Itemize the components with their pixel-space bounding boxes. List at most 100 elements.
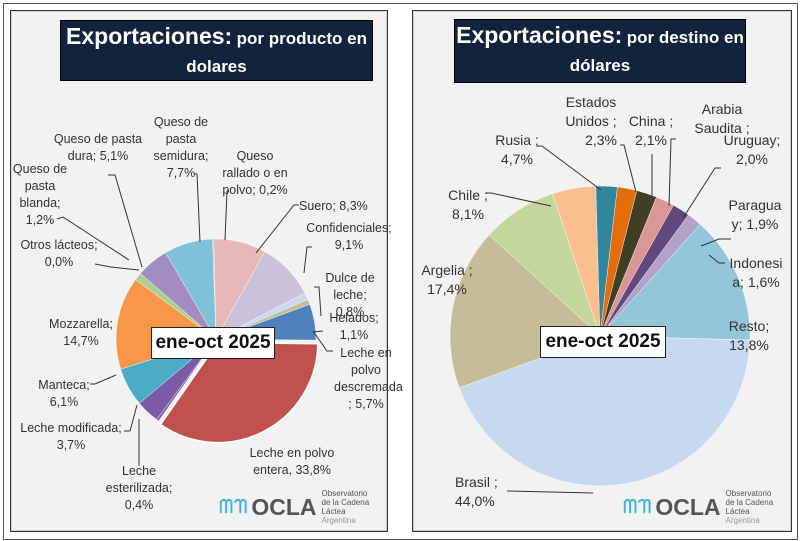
label-line: 7,7% <box>166 166 196 180</box>
title-line2: dólares <box>569 56 631 75</box>
leader-line-manteca <box>90 374 117 385</box>
leader-line-helados <box>312 330 324 333</box>
label-line: Arabia <box>701 101 743 117</box>
title-main: Exportaciones: <box>456 22 623 48</box>
label-line: Queso <box>236 149 274 163</box>
data-label-helados: Helados; 1,1% <box>324 310 384 344</box>
label-line: Queso de <box>153 115 209 129</box>
period-label-destination: ene-oct 2025 <box>540 326 666 358</box>
label-line: China ; <box>628 113 674 129</box>
data-label-dulce: Dulce de leche; 0,8% <box>308 270 392 321</box>
ocla-subtitle: Observatorio de la Cadena Láctea Argenti… <box>726 489 791 525</box>
data-label-suero: Suero; 8,3% <box>299 198 379 215</box>
label-line: Resto; <box>728 318 770 334</box>
data-label-argelia: Argelia ; 17,4% <box>413 261 481 299</box>
leader-line-queso-semidura <box>195 173 201 243</box>
label-line: pasta <box>165 132 197 146</box>
data-label-queso-blanda: Queso de pasta blanda; 1,2% <box>11 161 69 229</box>
data-label-indonesia: Indonesi a; 1,6% <box>725 254 787 292</box>
label-line: Manteca; <box>38 378 90 392</box>
leader-line-queso-rallado <box>224 190 229 241</box>
label-line: 0,8% <box>335 305 365 319</box>
label-line: Estados <box>565 94 617 110</box>
data-label-queso-dura: Queso de pasta dura; 5,1% <box>48 131 148 165</box>
leader-line-confidenciales <box>303 246 312 274</box>
data-label-rusia: Rusia ; 4,7% <box>487 131 547 169</box>
label-line: Confidenciales; <box>306 221 392 235</box>
label-line: esterilizada; <box>105 481 173 495</box>
label-line: descremada <box>334 380 403 394</box>
label-line: Helados; <box>329 311 379 325</box>
leader-line-descremada <box>312 330 333 352</box>
label-line: 14,7% <box>63 334 99 348</box>
data-label-china: China ; 2,1% <box>626 112 676 150</box>
label-line: Suero; 8,3% <box>299 199 368 213</box>
label-line: Mozzarella; <box>49 317 113 331</box>
leader-line-arabia <box>668 138 676 207</box>
label-line: Unidos ; <box>565 113 617 129</box>
leader-line-brasil <box>506 490 594 494</box>
ocla-waves-icon <box>219 498 247 514</box>
title-rest: por producto en <box>236 29 367 48</box>
label-line: Dulce de leche; <box>325 271 375 302</box>
data-label-entera: Leche en polvo entera, 33,8% <box>239 445 345 479</box>
label-line: 2,3% <box>585 132 617 148</box>
title-line2: dolares <box>186 57 247 76</box>
label-line: 3,7% <box>56 438 86 452</box>
label-line: dura; 5,1% <box>67 149 129 163</box>
data-label-otros: Otros lácteos; 0,0% <box>14 237 104 271</box>
pie-slice-leche-en-polvo-entera <box>159 341 319 444</box>
ocla-logo: OCLA Observatorio de la Cadena Láctea Ar… <box>219 489 387 525</box>
data-label-arabia: Arabia Saudita ; <box>687 100 757 138</box>
pie-slice-resto <box>599 224 751 341</box>
label-line: Rusia ; <box>495 132 539 148</box>
panel-by-product: Exportaciones: por producto en dolares Q… <box>10 10 403 532</box>
title-main: Exportaciones: <box>66 23 233 49</box>
label-line: a; 1,6% <box>732 274 780 290</box>
label-line: polvo; 0,2% <box>222 183 288 197</box>
leader-line-rusia <box>537 145 602 191</box>
pie-chart-destination <box>449 138 751 494</box>
label-line: 0,4% <box>124 498 154 512</box>
label-line: Argelia ; <box>421 262 473 278</box>
ocla-wordmark: OCLA <box>251 493 317 520</box>
leader-line-dulce <box>314 286 322 317</box>
leader-line-chile <box>486 192 552 207</box>
label-line: 6,1% <box>49 395 79 409</box>
data-label-brasil: Brasil ; 44,0% <box>455 473 515 511</box>
label-line: Brasil ; <box>455 474 498 490</box>
label-line: 1,2% <box>25 213 55 227</box>
label-line: 1,1% <box>339 328 369 342</box>
data-label-queso-rallado: Queso rallado o en polvo; 0,2% <box>220 148 290 199</box>
ocla-waves-icon <box>623 498 651 514</box>
label-line: ; 5,7% <box>348 397 384 411</box>
data-label-mozzarella: Mozzarella; 14,7% <box>46 316 116 350</box>
logo-line3: Argentina <box>321 516 356 525</box>
label-line: semidura; <box>153 149 209 163</box>
label-line: 9,1% <box>334 238 364 252</box>
ocla-logo: OCLA Observatorio de la Cadena Láctea Ar… <box>623 489 791 525</box>
label-line: y; 1,9% <box>731 216 779 232</box>
logo-line2: de la Cadena Láctea <box>321 498 370 516</box>
label-line: rallado o en <box>222 166 288 180</box>
label-line: 2,1% <box>635 132 667 148</box>
label-line: Queso de <box>12 162 68 176</box>
label-line: 17,4% <box>427 281 467 297</box>
ocla-wordmark: OCLA <box>655 493 721 520</box>
logo-line1: Observatorio <box>725 489 772 498</box>
data-label-uruguay: Uruguay; 2,0% <box>717 131 787 169</box>
data-label-eeuu: Estados Unidos ; 2,3% <box>561 93 621 150</box>
data-label-descremada: Leche en polvo descremada ; 5,7% <box>334 345 403 413</box>
label-line: blanda; <box>19 196 61 210</box>
logo-line2: de la Cadena Láctea <box>725 498 774 516</box>
label-line: pasta <box>24 179 56 193</box>
label-line: entera, 33,8% <box>253 463 331 477</box>
label-line: Leche en polvo <box>249 446 335 460</box>
data-label-resto: Resto; 13,8% <box>718 317 780 355</box>
leader-line-suero <box>255 204 299 254</box>
label-line: 44,0% <box>455 493 495 509</box>
data-label-esterilizada: Leche esterilizada; 0,4% <box>101 463 177 514</box>
leader-line-indonesia <box>708 254 725 264</box>
logo-line1: Observatorio <box>321 489 368 498</box>
data-label-modificada: Leche modificada; 3,7% <box>19 420 123 454</box>
